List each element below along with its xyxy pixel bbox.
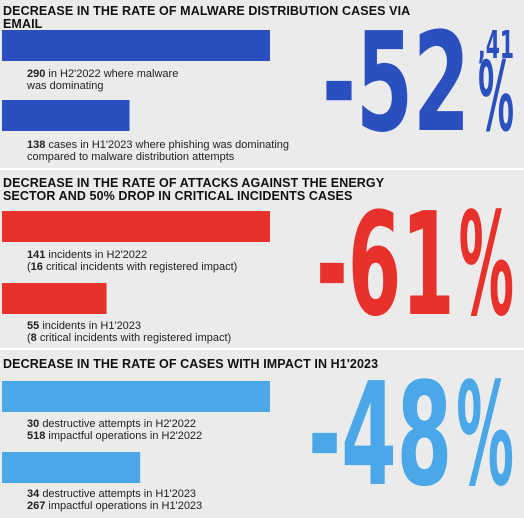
category-label: in H2'2022 where malware was dominating [27, 68, 179, 92]
caption-text: critical incidents with registered impac… [45, 261, 238, 273]
bar [2, 30, 270, 61]
bar-caption: 141 incidents in H2'2022 (16 critical inc… [27, 249, 317, 273]
caption-text: destructive attempts in H1'2023 [42, 488, 197, 500]
caption-line: 267 impactful operations in H1'2023 [27, 500, 317, 512]
caption-line: 138 cases in H1'2023 where phishing was … [27, 139, 317, 163]
headline-number: -52 [322, 4, 470, 163]
caption-line: (8 critical incidents with registered im… [27, 332, 317, 344]
caption-number: 16 [30, 261, 43, 273]
section-title: DECREASE IN THE RATE OF MALWARE DISTRIBU… [3, 4, 410, 31]
bar-value-label: 290 [27, 68, 46, 80]
category-label: incidents in H1'2023 [42, 320, 142, 332]
bar [2, 211, 270, 242]
bar-value-label: 138 [27, 139, 46, 151]
headline-unit: % [456, 352, 514, 518]
caption-line: 290 in H2'2022 where malware was dominat… [27, 68, 317, 92]
caption-line: 30 destructive attempts in H2'2022 [27, 418, 317, 430]
bar-value-label: 55 [27, 320, 40, 332]
separator [0, 168, 524, 170]
caption-number: 34 [27, 488, 40, 500]
bar [2, 283, 107, 314]
category-label: impactful operations in H2'2022 [48, 430, 203, 442]
caption-number: 30 [27, 418, 40, 430]
caption-line: 55 incidents in H1'2023 [27, 320, 317, 332]
bar-caption: 138 cases in H1'2023 where phishing was … [27, 139, 317, 163]
caption-line: 518 impactful operations in H2'2022 [27, 430, 317, 442]
headline-unit: % [478, 41, 514, 153]
bar-caption: 55 incidents in H1'2023 (8 critical incid… [27, 320, 317, 344]
bar-value-label: 518 [27, 430, 46, 442]
caption-line: 141 incidents in H2'2022 [27, 249, 317, 261]
caption-text: critical incidents with registered impac… [39, 332, 232, 344]
caption-text: destructive attempts in H2'2022 [42, 418, 197, 430]
category-label: cases in H1'2023 where phishing was domi… [27, 139, 289, 163]
category-label: incidents in H2'2022 [48, 249, 148, 261]
caption-line: 34 destructive attempts in H1'2023 [27, 488, 317, 500]
bar [2, 381, 270, 412]
headline-number: -61 [316, 182, 455, 348]
category-label: impactful operations in H1'2023 [48, 500, 203, 512]
caption-prefix: ( [27, 261, 31, 273]
bar-value-label: 141 [27, 249, 46, 261]
caption-prefix: ( [27, 332, 31, 344]
headline-number: -48 [308, 352, 452, 518]
bar-caption: 34 destructive attempts in H1'2023 267 im… [27, 488, 317, 512]
caption-line: (16 critical incidents with registered i… [27, 261, 317, 273]
bar-caption: 290 in H2'2022 where malware was dominat… [27, 68, 317, 92]
headline-unit: % [459, 182, 514, 348]
caption-number: 8 [30, 332, 37, 344]
section-title: DECREASE IN THE RATE OF ATTACKS AGAINST … [3, 176, 384, 203]
bar [2, 100, 130, 131]
bar-value-label: 267 [27, 500, 46, 512]
headline-fraction: ,41 [478, 23, 514, 68]
bar [2, 452, 141, 483]
section-title: DECREASE IN THE RATE OF CASES WITH IMPAC… [3, 357, 379, 371]
bar-caption: 30 destructive attempts in H2'2022 518 im… [27, 418, 317, 442]
separator [0, 348, 524, 350]
